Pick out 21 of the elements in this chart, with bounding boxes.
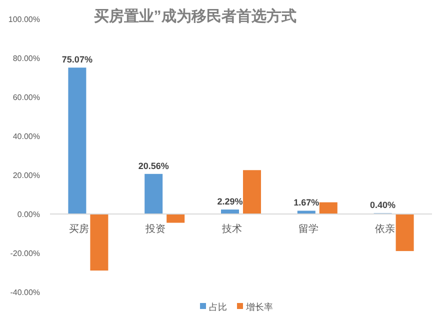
y-tick-label: 60.00% bbox=[12, 93, 40, 102]
data-label: 0.40% bbox=[370, 200, 396, 210]
y-tick-label: -20.00% bbox=[10, 249, 40, 258]
chart-title: 买房置业”成为移民者首选方式 bbox=[94, 7, 296, 25]
data-label: 75.07% bbox=[62, 54, 92, 65]
y-tick-label: 40.00% bbox=[12, 132, 40, 141]
x-tick-label: 技术 bbox=[221, 223, 242, 235]
data-label: 2.29% bbox=[217, 196, 243, 207]
y-tick-label: 20.00% bbox=[12, 171, 40, 180]
data-label: 1.67% bbox=[294, 198, 320, 208]
x-tick-label: 依亲 bbox=[374, 223, 395, 235]
y-tick-label: 80.00% bbox=[12, 54, 40, 63]
x-tick-label: 留学 bbox=[298, 223, 318, 235]
y-tick-label: 100.00% bbox=[8, 15, 40, 24]
y-tick-label: -40.00% bbox=[10, 288, 40, 297]
data-label: 20.56% bbox=[138, 160, 169, 171]
x-tick-label: 买房 bbox=[69, 223, 90, 235]
legend-label: 增长率 bbox=[245, 302, 273, 312]
x-tick-label: 投资 bbox=[144, 223, 166, 235]
legend-label: 占比 bbox=[209, 302, 227, 312]
y-tick-label: 0.00% bbox=[17, 210, 40, 219]
